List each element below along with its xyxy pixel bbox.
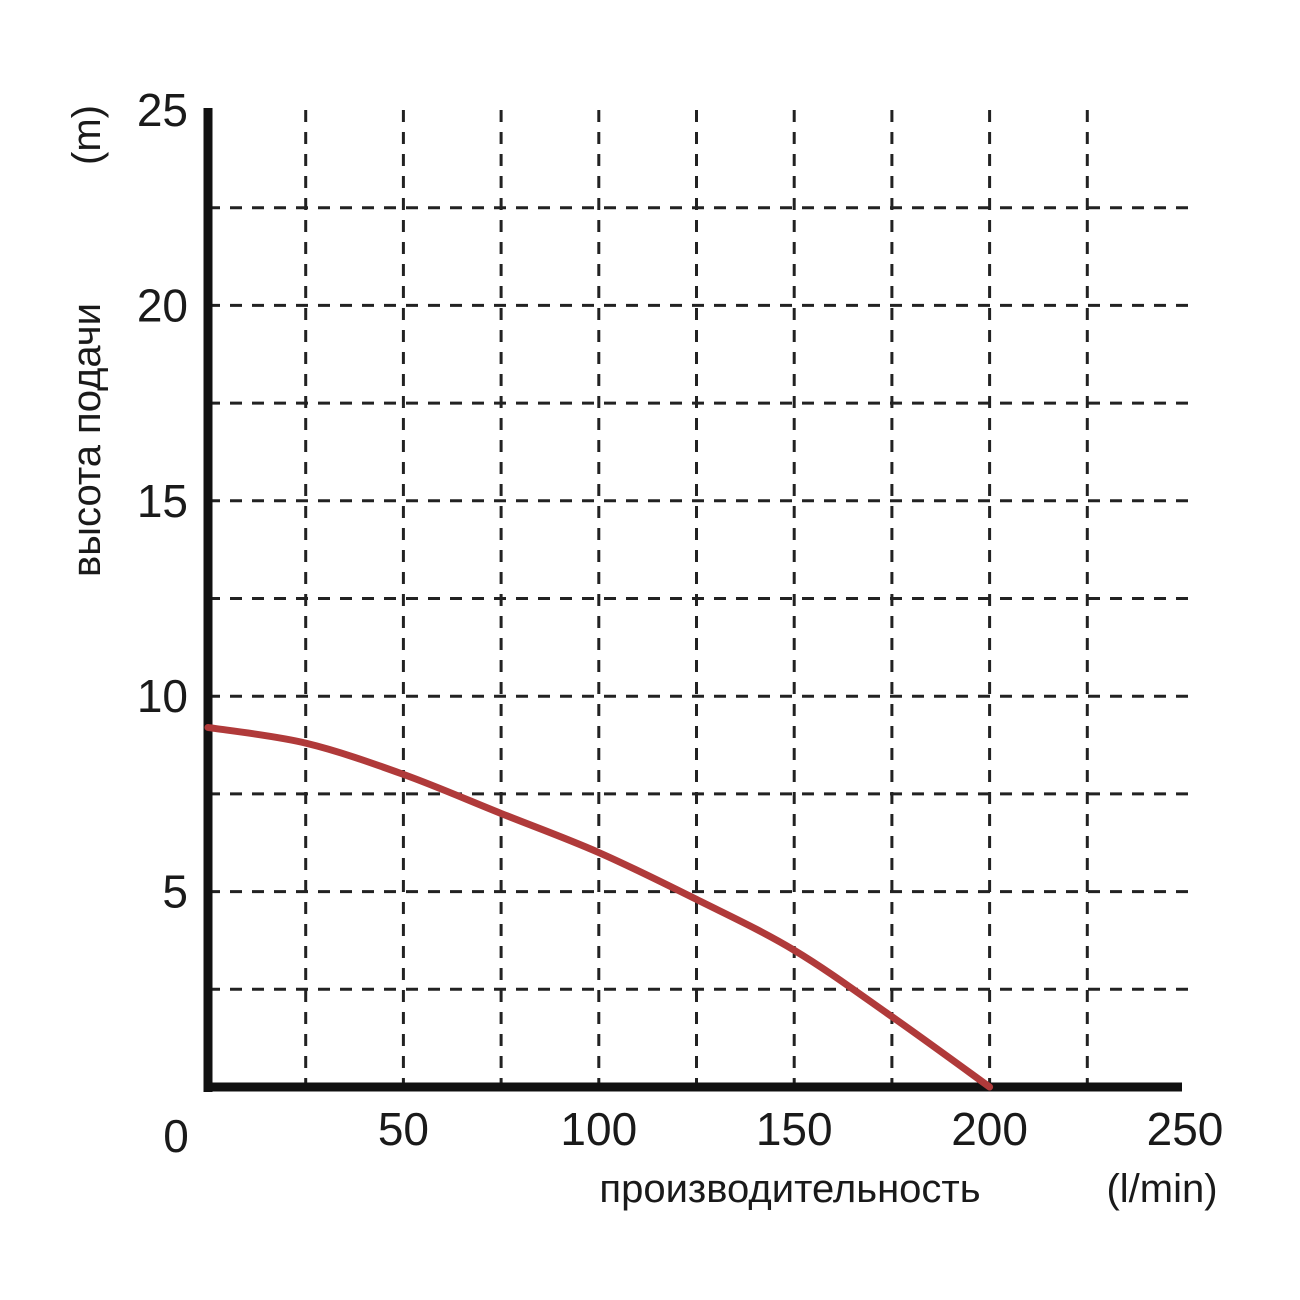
grid-lines [208, 110, 1190, 1087]
y-tick-label: 5 [162, 866, 188, 918]
x-tick-labels: 50 100 150 200 250 [378, 1103, 1224, 1155]
x-tick-label: 100 [560, 1103, 637, 1155]
x-axis-title: производительность [599, 1167, 980, 1211]
y-tick-label: 20 [137, 279, 188, 331]
y-tick-label: 15 [137, 475, 188, 527]
origin-label: 0 [163, 1110, 189, 1162]
y-tick-label: 25 [137, 84, 188, 136]
y-tick-label: 10 [137, 670, 188, 722]
x-tick-label: 50 [378, 1103, 429, 1155]
y-tick-labels: 5 10 15 20 25 [137, 84, 188, 918]
pump-curve-line [204, 723, 994, 1091]
x-axis-unit: (l/min) [1106, 1167, 1217, 1211]
x-tick-label: 150 [756, 1103, 833, 1155]
x-tick-label: 200 [951, 1103, 1028, 1155]
y-axis-unit: (m) [65, 105, 109, 165]
y-axis-title: высота подачи [65, 303, 109, 577]
axes [203, 108, 1182, 1092]
x-tick-label: 250 [1147, 1103, 1224, 1155]
